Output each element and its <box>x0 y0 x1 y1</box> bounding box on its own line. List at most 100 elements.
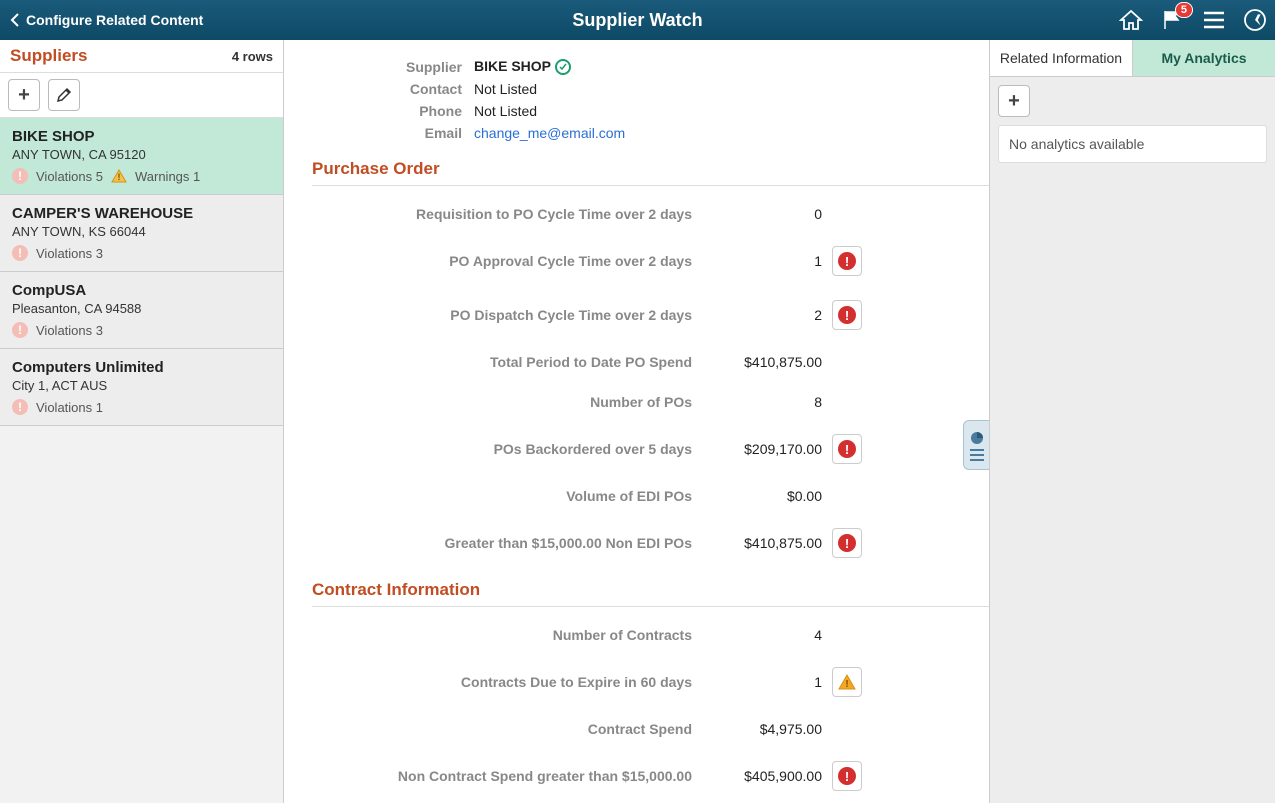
edit-supplier-button[interactable] <box>48 79 80 111</box>
violation-icon: ! <box>12 322 28 338</box>
violations-text: Violations 3 <box>36 323 103 338</box>
add-supplier-button[interactable]: + <box>8 79 40 111</box>
svg-text:!: ! <box>117 172 120 182</box>
header-left: SupplierBIKE SHOPContactNot ListedPhoneN… <box>312 58 625 141</box>
metric-label: Greater than $15,000.00 Non EDI POs <box>312 535 692 551</box>
metric-value: 1 <box>692 253 832 269</box>
notifications-button[interactable]: 5 <box>1161 8 1185 32</box>
topbar-actions: 5 <box>1119 8 1267 32</box>
violations-text: Violations 5 <box>36 169 103 184</box>
metric-value: 2 <box>692 307 832 323</box>
svg-text:!: ! <box>845 679 848 690</box>
plus-icon: + <box>18 84 30 107</box>
alert-icon: ! <box>838 440 856 458</box>
back-button[interactable]: Configure Related Content <box>0 0 213 40</box>
page-title: Supplier Watch <box>572 10 702 31</box>
hamburger-icon <box>1203 11 1225 29</box>
warning-icon: ! <box>838 674 856 690</box>
email-link[interactable]: change_me@email.com <box>474 125 625 141</box>
violations-text: Violations 3 <box>36 246 103 261</box>
analytics-empty-message: No analytics available <box>998 125 1267 163</box>
field-value[interactable]: change_me@email.com <box>474 125 625 141</box>
supplier-flags: ! Violations 5! Warnings 1 <box>12 168 271 184</box>
chevron-left-icon <box>10 13 20 27</box>
metric-label: PO Approval Cycle Time over 2 days <box>312 253 692 269</box>
metric-label: Non Contract Spend greater than $15,000.… <box>312 768 692 784</box>
right-panel-body: + No analytics available <box>990 77 1275 171</box>
warnings-text: Warnings 1 <box>135 169 200 184</box>
field-label: Contact <box>312 81 462 97</box>
right-panel: Related InformationMy Analytics + No ana… <box>989 40 1275 803</box>
compass-button[interactable] <box>1243 8 1267 32</box>
supplier-address: Pleasanton, CA 94588 <box>12 301 271 316</box>
field-label: Supplier <box>312 59 462 75</box>
supplier-flags: ! Violations 3 <box>12 322 271 338</box>
main-panel: Supplier BIKE SHOP Contact Not Listed Phone N… <box>284 40 1275 803</box>
metric-value: $405,900.00 <box>692 768 832 784</box>
metric-label: Contracts Due to Expire in 60 days <box>312 674 692 690</box>
warning-indicator[interactable]: ! <box>832 667 862 697</box>
pie-icon <box>969 430 985 446</box>
metric-label: Total Period to Date PO Spend <box>312 354 692 370</box>
check-icon <box>555 59 571 75</box>
metric-label: Contract Spend <box>312 721 692 737</box>
menu-button[interactable] <box>1203 11 1225 29</box>
supplier-list-item[interactable]: Computers Unlimited City 1, ACT AUS! Viola… <box>0 349 283 426</box>
metric-value: 4 <box>692 627 832 643</box>
field-label: Email <box>312 125 462 141</box>
sidebar-title: Suppliers <box>10 46 87 66</box>
top-bar: Configure Related Content Supplier Watch… <box>0 0 1275 40</box>
supplier-list-item[interactable]: CompUSA Pleasanton, CA 94588! Violations 3 <box>0 272 283 349</box>
row-count: 4 rows <box>232 49 273 64</box>
metric-label: PO Dispatch Cycle Time over 2 days <box>312 307 692 323</box>
sidebar-tools: + <box>0 73 283 118</box>
supplier-name: BIKE SHOP <box>12 128 271 145</box>
supplier-name: CAMPER'S WAREHOUSE <box>12 205 271 222</box>
alert-icon: ! <box>838 534 856 552</box>
violation-indicator[interactable]: ! <box>832 761 862 791</box>
violation-indicator[interactable]: ! <box>832 300 862 330</box>
violations-text: Violations 1 <box>36 400 103 415</box>
back-label: Configure Related Content <box>26 12 203 28</box>
right-panel-tabs: Related InformationMy Analytics <box>990 40 1275 77</box>
violation-indicator[interactable]: ! <box>832 434 862 464</box>
metric-value: 1 <box>692 674 832 690</box>
warning-icon: ! <box>111 169 127 183</box>
supplier-name: Computers Unlimited <box>12 359 271 376</box>
alert-icon: ! <box>838 767 856 785</box>
metric-label: Number of POs <box>312 394 692 410</box>
violation-icon: ! <box>12 168 28 184</box>
supplier-list-item[interactable]: BIKE SHOP ANY TOWN, CA 95120! Violations 5… <box>0 118 283 195</box>
metric-label: Number of Contracts <box>312 627 692 643</box>
metric-value: $0.00 <box>692 488 832 504</box>
violation-icon: ! <box>12 399 28 415</box>
supplier-address: ANY TOWN, CA 95120 <box>12 147 271 162</box>
alert-icon: ! <box>838 306 856 324</box>
field-label: Phone <box>312 103 462 119</box>
metric-value: 0 <box>692 206 832 222</box>
add-analytics-button[interactable]: + <box>998 85 1030 117</box>
right-panel-tab[interactable]: My Analytics <box>1133 40 1275 76</box>
field-value: BIKE SHOP <box>474 58 625 75</box>
supplier-address: City 1, ACT AUS <box>12 378 271 393</box>
metric-label: Volume of EDI POs <box>312 488 692 504</box>
violation-icon: ! <box>12 245 28 261</box>
supplier-flags: ! Violations 3 <box>12 245 271 261</box>
metric-value: $209,170.00 <box>692 441 832 457</box>
violation-indicator[interactable]: ! <box>832 246 862 276</box>
supplier-name: CompUSA <box>12 282 271 299</box>
home-button[interactable] <box>1119 9 1143 31</box>
field-value: Not Listed <box>474 81 625 97</box>
supplier-list-item[interactable]: CAMPER'S WAREHOUSEANY TOWN, KS 66044!Vio… <box>0 195 283 272</box>
right-panel-tab[interactable]: Related Information <box>990 40 1133 76</box>
metric-value: $410,875.00 <box>692 354 832 370</box>
metric-value: $4,975.00 <box>692 721 832 737</box>
metric-value: 8 <box>692 394 832 410</box>
violation-indicator[interactable]: ! <box>832 528 862 558</box>
plus-icon: + <box>1008 90 1020 113</box>
analytics-drawer-toggle[interactable] <box>963 420 989 470</box>
sidebar-header: Suppliers 4 rows <box>0 40 283 73</box>
home-icon <box>1119 9 1143 31</box>
supplier-flags: ! Violations 1 <box>12 399 271 415</box>
notification-badge: 5 <box>1175 2 1193 18</box>
